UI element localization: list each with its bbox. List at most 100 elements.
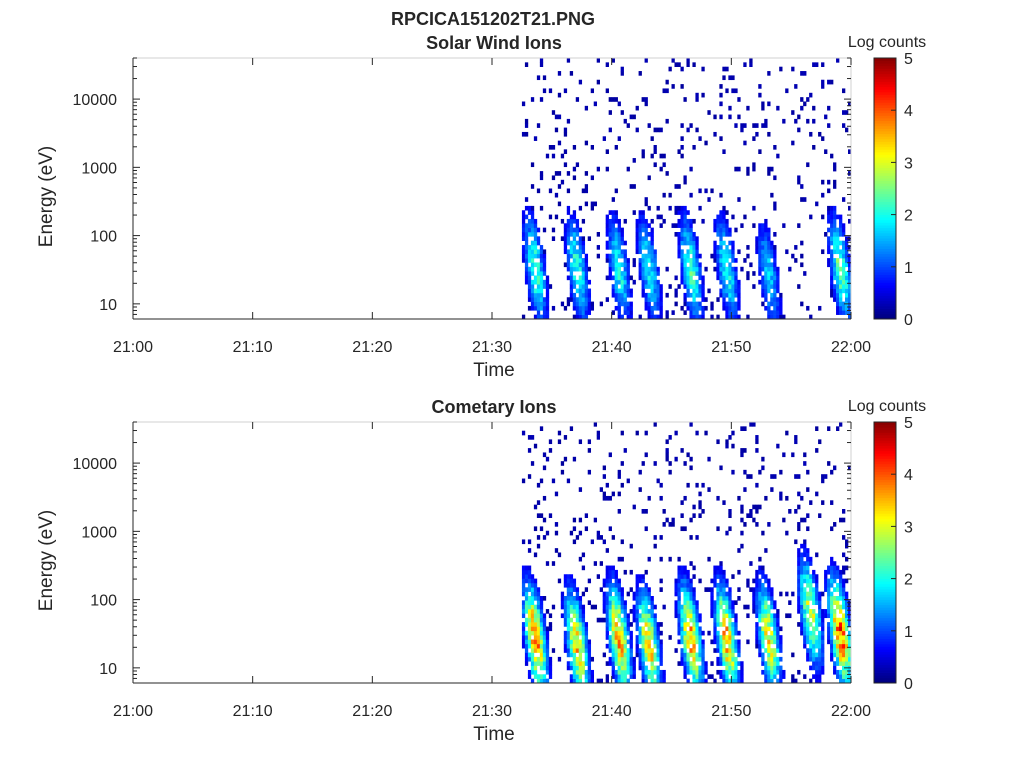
colorbar-segment <box>874 638 896 642</box>
colorbar-segment <box>874 175 896 179</box>
colorbar-segment <box>874 65 896 69</box>
colorbar-segment <box>874 649 896 653</box>
colorbar-segment <box>874 448 896 452</box>
colorbar-segment <box>874 599 896 603</box>
colorbar-segment <box>874 298 896 302</box>
colorbar-segment <box>874 675 896 679</box>
y-tick-label: 1000 <box>81 524 117 541</box>
colorbar-segment <box>874 487 896 491</box>
colorbar-segment <box>874 258 896 262</box>
colorbar-segment <box>874 523 896 527</box>
colorbar-segment <box>874 662 896 666</box>
colorbar-segment <box>874 86 896 90</box>
colorbar-segment <box>874 669 896 673</box>
colorbar-segment <box>874 479 896 483</box>
colorbar-segment <box>874 573 896 577</box>
colorbar-segment <box>874 500 896 504</box>
colorbar-segment <box>874 667 896 671</box>
colorbar-segment <box>874 123 896 127</box>
colorbar-segment <box>874 432 896 436</box>
colorbar-segment <box>874 466 896 470</box>
colorbar-segment <box>874 474 896 478</box>
colorbar-segment <box>874 97 896 101</box>
colorbar-segment <box>874 196 896 200</box>
colorbar-segment <box>874 128 896 132</box>
colorbar-frame <box>873 57 897 320</box>
colorbar-segment <box>874 581 896 585</box>
colorbar-segment <box>874 144 896 148</box>
colorbar-segment <box>874 427 896 431</box>
colorbar-segment <box>874 91 896 95</box>
colorbar-segment <box>874 209 896 213</box>
colorbar-segment <box>874 172 896 176</box>
colorbar-segment <box>874 125 896 129</box>
colorbar-segment <box>874 633 896 637</box>
colorbar-segment <box>874 547 896 551</box>
colorbar-segment <box>874 227 896 231</box>
colorbar-segment <box>874 183 896 187</box>
colorbar-segment <box>874 463 896 467</box>
colorbar-segment <box>874 118 896 122</box>
colorbar-tick-label: 1 <box>904 260 913 277</box>
colorbar-segment <box>874 89 896 93</box>
colorbar-segment <box>874 435 896 439</box>
colorbar-segment <box>874 230 896 234</box>
colorbar-segment <box>874 272 896 276</box>
colorbar-segment <box>874 274 896 278</box>
colorbar-segment <box>874 138 896 142</box>
colorbar-segment <box>874 76 896 80</box>
colorbar-segment <box>874 484 896 488</box>
colorbar-segment <box>874 552 896 556</box>
colorbar-segment <box>874 489 896 493</box>
colorbar-segment <box>874 131 896 135</box>
y-axis-label: Energy (eV) <box>36 146 57 247</box>
colorbar-segment <box>874 521 896 525</box>
colorbar-tick-label: 5 <box>904 51 913 68</box>
y-tick-label: 10 <box>99 661 117 678</box>
y-tick-label: 10000 <box>73 456 118 473</box>
colorbar-segment <box>874 141 896 145</box>
y-tick-label: 10 <box>99 297 117 314</box>
colorbar-segment <box>874 219 896 223</box>
colorbar-segment <box>874 625 896 629</box>
colorbar-segment <box>874 188 896 192</box>
colorbar-segment <box>874 225 896 229</box>
y-tick-label: 1000 <box>81 160 117 177</box>
colorbar-segment <box>874 60 896 64</box>
colorbar-segment <box>874 539 896 543</box>
colorbar-segment <box>874 518 896 522</box>
colorbar-segment <box>874 167 896 171</box>
x-tick-label: 21:50 <box>711 339 751 356</box>
colorbar-segment <box>874 180 896 184</box>
colorbar-segment <box>874 81 896 85</box>
colorbar-segment <box>874 217 896 221</box>
colorbar-segment <box>874 526 896 530</box>
colorbar-segment <box>874 290 896 294</box>
colorbar-segment <box>874 305 896 309</box>
colorbar-segment <box>874 450 896 454</box>
x-tick-label: 21:40 <box>592 703 632 720</box>
colorbar-segment <box>874 99 896 103</box>
colorbar-segment <box>874 170 896 174</box>
colorbar-segment <box>874 583 896 587</box>
colorbar-segment <box>874 461 896 465</box>
colorbar-segment <box>874 295 896 299</box>
x-tick-label: 21:20 <box>352 703 392 720</box>
colorbar-segment <box>874 251 896 255</box>
colorbar-segment <box>874 185 896 189</box>
colorbar-segment <box>874 68 896 72</box>
x-axis-label: Time <box>473 360 515 381</box>
colorbar-segment <box>874 292 896 296</box>
colorbar-segment <box>874 495 896 499</box>
colorbar-segment <box>874 149 896 153</box>
colorbar-segment <box>874 287 896 291</box>
x-tick-label: 21:00 <box>113 339 153 356</box>
colorbar-segment <box>874 641 896 645</box>
colorbar-frame <box>873 421 897 684</box>
x-tick-label: 21:10 <box>233 703 273 720</box>
colorbar-segment <box>874 204 896 208</box>
colorbar-segment <box>874 214 896 218</box>
x-tick-label: 22:00 <box>831 339 871 356</box>
colorbar-segment <box>874 570 896 574</box>
